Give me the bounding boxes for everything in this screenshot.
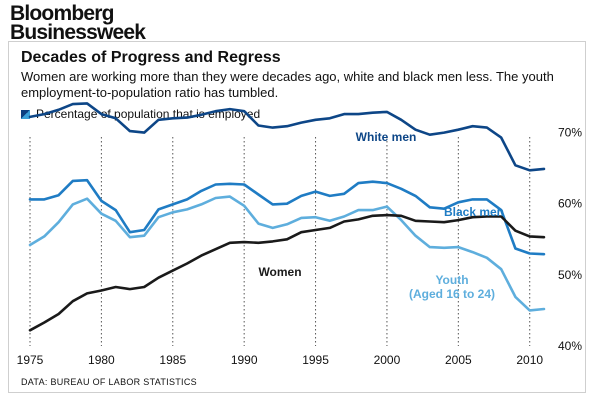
x-tick-label: 2005 bbox=[445, 353, 472, 367]
x-tick-label: 1980 bbox=[88, 353, 115, 367]
y-tick-label: 70% bbox=[558, 126, 582, 140]
y-tick-label: 60% bbox=[558, 197, 582, 211]
legend: Percentage of population that is employe… bbox=[21, 107, 260, 121]
brand-line-1: Bloomberg bbox=[10, 2, 114, 25]
brand-line-2: Businessweek bbox=[10, 21, 146, 44]
series-label-black-men: Black men bbox=[444, 205, 504, 219]
series-line-black-men bbox=[28, 178, 546, 256]
series-label-line: Women bbox=[258, 265, 301, 279]
x-tick-label: 1995 bbox=[302, 353, 329, 367]
series-line-women bbox=[28, 213, 546, 332]
series-label-line: White men bbox=[356, 130, 417, 144]
x-tick-label: 2010 bbox=[516, 353, 543, 367]
series-label-line: (Aged 16 to 24) bbox=[409, 287, 495, 301]
series-line-youth bbox=[28, 195, 546, 312]
y-tick-label: 40% bbox=[558, 339, 582, 353]
series-label-women: Women bbox=[258, 265, 301, 279]
chart-subtitle: Women are working more than they were de… bbox=[21, 69, 554, 100]
series-line-white-men bbox=[28, 102, 546, 172]
legend-label: Percentage of population that is employe… bbox=[36, 107, 261, 121]
series-label-line: Black men bbox=[444, 205, 504, 219]
x-tick-label: 1990 bbox=[231, 353, 258, 367]
x-tick-label: 1975 bbox=[17, 353, 44, 367]
chart-frame bbox=[8, 41, 586, 393]
brand-logo: Bloomberg Businessweek bbox=[10, 2, 146, 44]
legend-swatch-icon bbox=[21, 109, 30, 119]
source-note: DATA: BUREAU OF LABOR STATISTICS bbox=[21, 377, 197, 387]
series-label-line: Youth bbox=[435, 273, 468, 287]
series-label-youth: Youth (Aged 16 to 24) bbox=[409, 273, 495, 301]
y-tick-label: 50% bbox=[558, 268, 582, 282]
chart-title: Decades of Progress and Regress bbox=[21, 49, 281, 66]
series-label-white-men: White men bbox=[356, 130, 417, 144]
x-tick-label: 2000 bbox=[374, 353, 401, 367]
x-tick-label: 1985 bbox=[159, 353, 186, 367]
